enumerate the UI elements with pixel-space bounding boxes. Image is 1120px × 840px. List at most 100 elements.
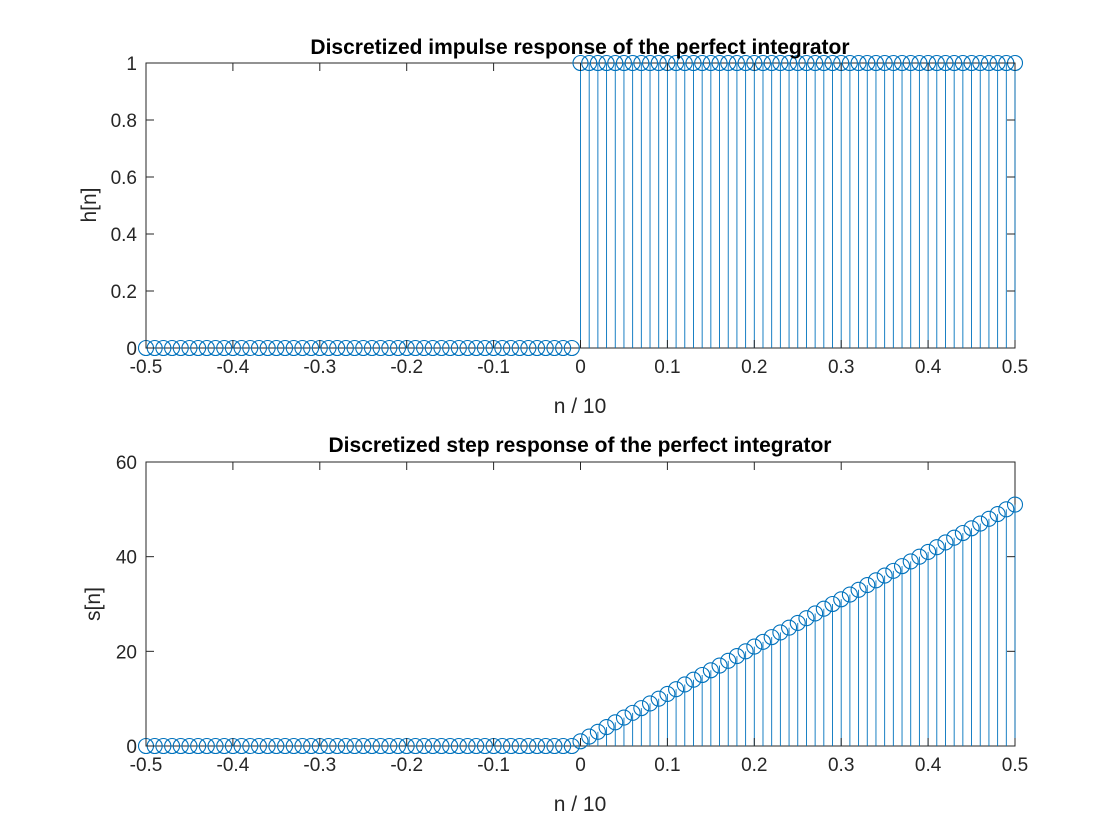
impulse-stem-marker [285,339,302,357]
impulse-x-tick-label: -0.5 [130,357,163,378]
impulse-stem-marker [980,54,997,72]
impulse-stem-marker [320,339,337,357]
step-stem-marker [589,723,606,740]
step-stem-marker [867,572,885,589]
impulse-stem-marker [198,339,215,357]
impulse-stem-marker [702,54,719,72]
step-stem-marker [807,605,824,622]
impulse-stem-marker [233,339,250,357]
step-stem-marker [946,529,963,546]
impulse-x-axis-label: n / 10 [554,395,607,418]
impulse-stem-marker [928,54,945,72]
step-stem-marker [459,737,476,755]
step-ticks: -0.5 -0.4 -0.3 -0.2 -0.1 0 0.1 0.2 0.3 0.4 0.5 0 20 4… [116,453,1028,776]
impulse-stem-marker [781,54,798,72]
step-stem-marker [746,638,763,655]
impulse-stem-marker [711,54,728,72]
step-stem-marker [824,595,841,613]
step-stem-marker [702,662,719,679]
step-stem-marker [850,581,867,598]
impulse-x-tick-label: 0.1 [654,357,680,378]
impulse-stem-marker [372,339,389,357]
impulse-stem-marker [867,54,885,72]
step-stem-marker [841,586,858,603]
impulse-stem-marker [989,54,1006,72]
step-plot-area [145,461,1016,747]
step-stem-marker [598,719,615,736]
impulse-stem-marker [581,54,598,72]
step-x-tick-label: -0.2 [390,755,423,776]
impulse-stem-marker [424,339,441,357]
step-chart-title: Discretized step response of the perfect… [329,434,832,457]
step-stem-marker [902,553,919,570]
impulse-stem-marker [416,339,433,357]
impulse-stem-marker [607,54,624,72]
step-x-tick-label: 0.2 [741,755,767,776]
impulse-x-tick-label: -0.3 [303,357,336,378]
impulse-x-tick-label: 0.5 [1002,357,1028,378]
step-stem-marker [1006,496,1024,513]
impulse-stem-marker [511,339,528,357]
impulse-y-tick-label: 0.6 [111,168,137,189]
step-stem-marker [172,737,189,755]
step-stem-marker [294,737,311,755]
step-x-tick-label: -0.1 [477,755,510,776]
step-stem-marker [442,737,459,755]
step-stem-marker [920,543,937,560]
impulse-stem-marker [641,54,659,72]
step-x-tick-label: 0.5 [1002,755,1028,776]
impulse-y-tick-label: 0.2 [111,282,137,303]
step-stem-marker [207,737,224,755]
step-stem-marker [859,577,876,594]
step-stem-marker [528,737,546,755]
step-y-tick-label: 40 [116,548,137,569]
impulse-stem-marker [789,54,806,72]
impulse-stem-marker [954,54,971,72]
step-stem-marker [363,737,380,755]
step-stem-marker [928,539,945,556]
step-stem-marker [789,614,806,631]
impulse-stem-marker [946,54,963,72]
step-stem-marker [320,737,337,755]
step-stem-marker [624,704,641,721]
step-stem-marker [164,737,181,755]
step-stem-marker [954,524,971,542]
impulse-stem-marker [598,54,615,72]
impulse-stem-marker [694,54,711,72]
impulse-stem-marker [303,339,320,357]
impulse-x-tick-label: 0.2 [741,357,767,378]
step-stem-marker [833,591,850,608]
impulse-stem-marker [329,339,346,357]
step-stems [137,496,1024,755]
impulse-stem-marker [763,54,780,72]
impulse-y-axis-label: h[n] [78,187,101,222]
impulse-y-tick-label: 1 [126,54,137,75]
step-x-tick-label: 0.3 [828,755,854,776]
impulse-stem-marker [850,54,867,72]
impulse-y-tick-label: 0.4 [111,225,138,246]
step-y-tick-label: 20 [116,642,137,663]
step-stem-marker [963,520,980,537]
step-stem-marker [893,558,911,575]
step-stem-marker [233,737,250,755]
impulse-stem-marker [963,54,980,72]
impulse-stem-marker [589,54,606,72]
step-stem-marker [198,737,215,755]
impulse-stem-marker [737,54,754,72]
impulse-y-tick-label: 0.8 [111,111,137,132]
step-stem-marker [346,737,363,755]
impulse-stem-marker [668,54,685,72]
step-stem-marker [276,737,294,755]
step-stem-marker [659,685,676,702]
impulse-stem-marker [815,54,832,72]
step-stem-marker [911,548,928,565]
step-stem-marker [572,733,589,750]
impulse-stem-marker [772,54,789,72]
impulse-stem-marker [259,339,276,357]
impulse-stem-marker [181,339,198,357]
step-stem-marker [972,515,989,532]
step-stem-marker [772,624,789,641]
impulse-stem-marker [190,339,207,357]
step-stem-marker [607,714,624,731]
